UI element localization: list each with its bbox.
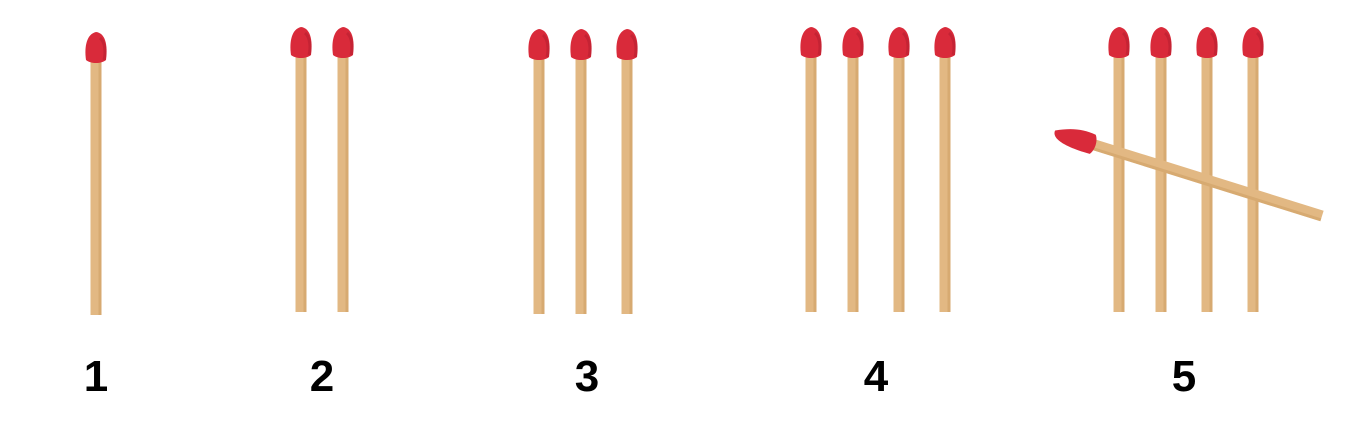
- match-group2-2: [332, 27, 354, 312]
- match-group2-1: [290, 27, 312, 312]
- match-group5-crossing: [1054, 129, 1324, 222]
- match-group4-1: [800, 27, 822, 312]
- match-group1-1: [85, 32, 107, 315]
- group-label-5: 5: [1171, 352, 1197, 401]
- group-label-3: 3: [574, 352, 600, 401]
- match-group3-2: [570, 29, 592, 314]
- match-group4-2: [842, 27, 864, 312]
- match-group4-4: [934, 27, 956, 312]
- group-label-2: 2: [309, 352, 335, 401]
- match-group5-2: [1150, 27, 1172, 312]
- match-group3-3: [616, 29, 638, 314]
- match-group3-1: [528, 29, 550, 314]
- group-label-1: 1: [83, 352, 109, 401]
- match-group5-4: [1242, 27, 1264, 312]
- match-group4-3: [888, 27, 910, 312]
- match-group5-3: [1196, 27, 1218, 312]
- group-label-4: 4: [863, 352, 889, 401]
- match-group5-1: [1108, 27, 1130, 312]
